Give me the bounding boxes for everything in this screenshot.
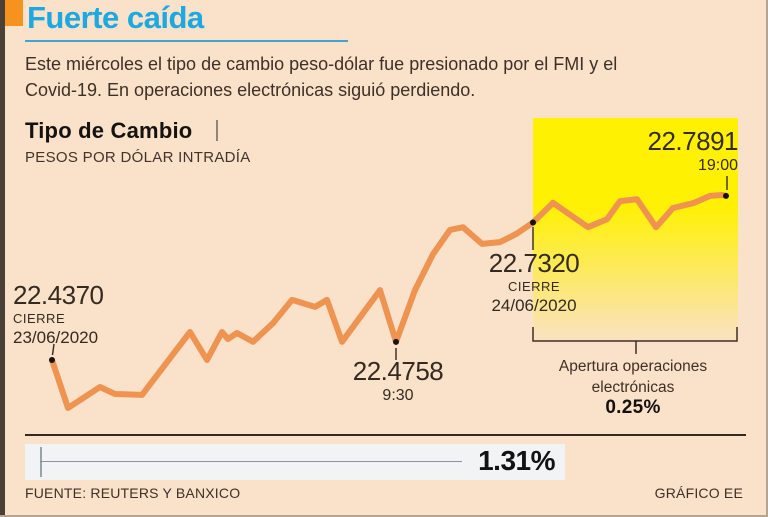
change-gauge: 1.31%: [25, 444, 565, 480]
source-text: FUENTE: REUTERS Y BANXICO: [25, 485, 241, 501]
gauge-value: 1.31%: [478, 445, 555, 476]
morning-low-value: 22.4758: [352, 356, 444, 386]
brand-corner-mark: [5, 0, 23, 26]
annotation-close: 22.7320 CIERRE 24/06/2020: [454, 249, 614, 315]
annotation-morning-low: 22.4758 9:30: [318, 357, 478, 404]
page-title: Fuerte caída: [27, 0, 204, 35]
footer-divider: [25, 434, 746, 436]
annotation-last: 22.7891 19:00: [598, 126, 739, 175]
gauge-track-line: [40, 461, 462, 462]
prev-close-date: 23/06/2020: [13, 328, 99, 348]
last-value: 22.7891: [647, 126, 739, 156]
annotation-prev-close: 22.4370 CIERRE 23/06/2020: [13, 280, 104, 348]
credit-text: GRÁFICO EE: [654, 485, 743, 501]
close-label: CIERRE: [507, 279, 561, 295]
left-accent-bar: [0, 0, 5, 515]
intro-text: Este miércoles el tipo de cambio peso-dó…: [25, 54, 618, 100]
chart-subtitle: PESOS POR DÓLAR INTRADÍA: [25, 149, 251, 166]
prev-close-value: 22.4370: [13, 280, 104, 310]
chart-title: Tipo de Cambio: [25, 118, 193, 143]
close-value: 22.7320: [488, 248, 580, 278]
data-point-dot: [393, 338, 399, 345]
title-underline: [25, 40, 348, 42]
prev-close-label: CIERRE: [13, 311, 66, 327]
gauge-tick: [40, 447, 42, 477]
last-time: 19:00: [697, 157, 738, 175]
apertura-label: Apertura operaciones electrónicas: [558, 358, 708, 396]
morning-low-time: 9:30: [382, 387, 414, 405]
close-date: 24/06/2020: [491, 296, 577, 316]
data-point-dot: [49, 357, 55, 363]
chart-title-divider: [216, 120, 218, 141]
apertura-pct: 0.25%: [605, 397, 661, 418]
